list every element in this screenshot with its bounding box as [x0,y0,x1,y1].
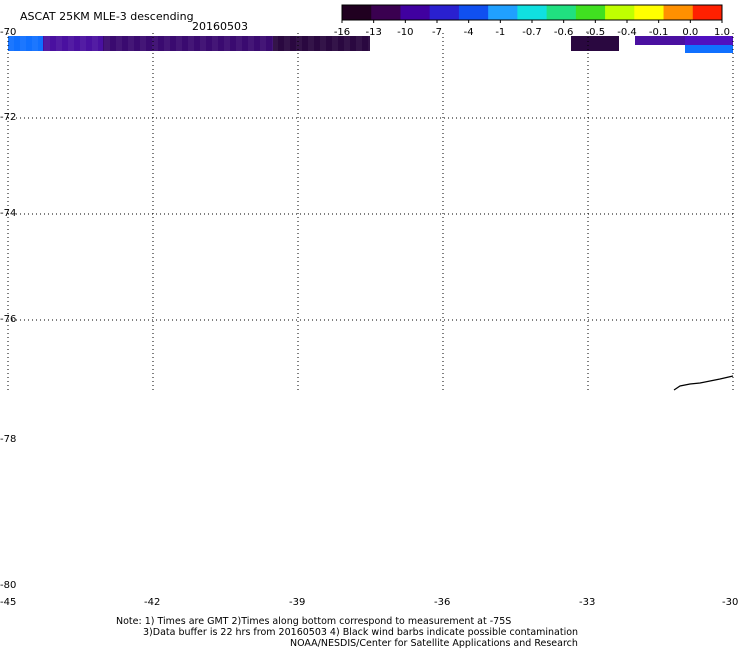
swath-cell [103,36,273,51]
swath-cell [152,36,158,51]
colorbar-tick-label: 1.0 [714,27,730,38]
colorbar-tick-label: -0.7 [522,27,542,38]
swath-cell [368,36,374,51]
colorbar-tick-label: -7 [432,27,442,38]
longitude-label: -36 [434,597,451,608]
latitude-label: -76 [0,314,17,325]
swath-cell [128,36,134,51]
swath-cell [284,36,290,51]
lat-lon-grid [7,33,734,390]
swath-cell [296,36,302,51]
swath-cell [44,36,50,51]
longitude-label: -30 [722,597,739,608]
swath-cell [176,36,182,51]
swath-cell [224,36,230,51]
swath-cell [685,36,733,45]
swath-cell [32,36,38,51]
swath-cell [344,36,350,51]
map-date: 20160503 [192,20,248,33]
swath-cell [571,36,619,51]
swath-cell [20,36,26,51]
swath-cell [80,36,86,51]
swath-cell [320,36,326,51]
swath-cell [356,36,362,51]
note-line-3: NOAA/NESDIS/Center for Satellite Applica… [290,638,578,649]
swath-cell [685,45,733,53]
colorbar-swatch [546,5,577,20]
swath-cell [116,36,122,51]
latitude-label: -72 [0,112,17,123]
colorbar-swatch [371,5,401,20]
colorbar-tick-label: -0.6 [553,27,574,38]
swath-cell [236,36,242,51]
colorbar-tick-label: -13 [365,27,382,38]
colorbar [341,4,723,23]
colorbar-swatch [634,5,665,20]
colorbar-swatch [692,5,723,20]
colorbar-tick-label: -0.1 [648,27,669,38]
colorbar-tick-label: -10 [397,27,414,38]
swath-cell [308,36,314,51]
colorbar-tick-label: -0.5 [585,27,606,38]
latitude-label: -80 [0,580,17,591]
swath-cell [140,36,146,51]
swath-cell [332,36,338,51]
colorbar-swatch [605,5,635,20]
colorbar-swatch [458,5,489,20]
swath-cell [8,36,14,51]
swath-cell [56,36,62,51]
colorbar-swatch [488,5,518,20]
swath-cell [104,36,110,51]
colorbar-swatch [400,5,431,20]
swath-cell [68,36,74,51]
longitude-label: -33 [579,597,596,608]
longitude-label: -39 [289,597,306,608]
colorbar-tick-label: -4 [463,27,474,38]
colorbar-swatch [575,5,606,20]
swath-cell [188,36,194,51]
colorbar-swatch [429,5,460,20]
swath-cell [248,36,254,51]
swath-cell [164,36,170,51]
swath-cell [273,36,370,51]
colorbar-swatch [517,5,548,20]
colorbar-swatch [342,5,372,20]
note-line-2: 3)Data buffer is 22 hrs from 20160503 4)… [143,627,579,638]
coastline [673,375,734,391]
map-title: ASCAT 25KM MLE-3 descending [20,10,194,23]
longitude-label: -45 [0,597,17,608]
latitude-label: -70 [0,27,17,38]
note-line-1: Note: 1) Times are GMT 2)Times along bot… [116,616,512,627]
colorbar-tick-label: -0.4 [617,27,637,38]
swath-cell [43,36,103,51]
swath-cell [272,36,278,51]
latitude-label: -78 [0,434,17,445]
colorbar-swatch [663,5,694,20]
colorbar-tick-label: -16 [333,27,351,38]
data-swath [8,36,733,53]
swath-cell [212,36,218,51]
swath-cell [8,36,43,51]
latitude-label: -74 [0,208,17,219]
swath-cell [92,36,98,51]
swath-cell [260,36,266,51]
swath-cell [200,36,206,51]
colorbar-tick-label: -1 [495,27,506,38]
longitude-label: -42 [144,597,161,608]
colorbar-tick-label: 0.0 [682,27,699,38]
swath-cell [635,36,685,45]
